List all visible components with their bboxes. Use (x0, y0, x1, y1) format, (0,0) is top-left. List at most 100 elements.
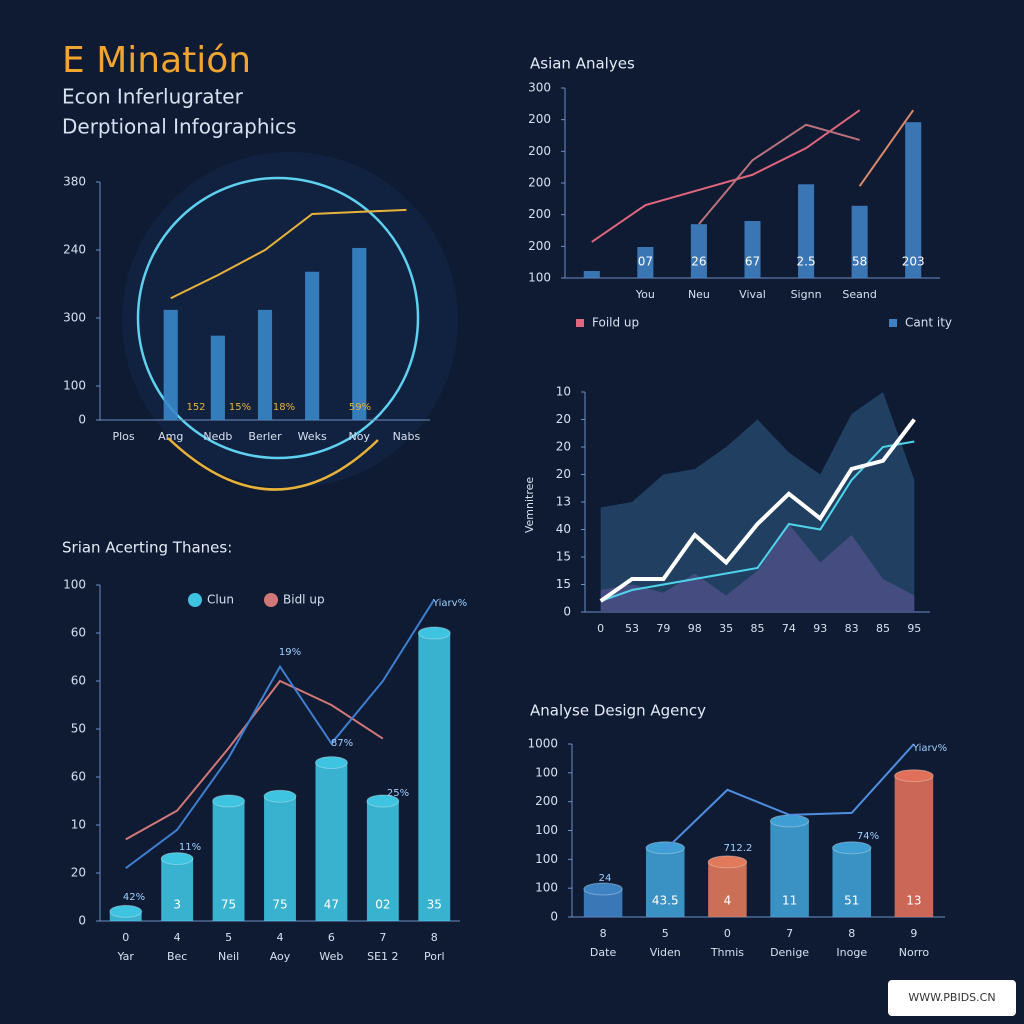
x-tick-label: Plos (112, 430, 134, 443)
bar-label: 203 (902, 255, 925, 269)
main-title: E Minatión (62, 40, 251, 81)
bar-label: 75 (221, 898, 236, 912)
annotation: 87% (331, 738, 353, 749)
x-tick-label: Nedb (203, 430, 232, 443)
y-tick-label: 200 (535, 794, 558, 808)
line (125, 598, 436, 870)
y-tick-label: 100 (63, 578, 86, 592)
bar (905, 122, 922, 278)
y-tick-label: 40 (556, 522, 571, 536)
y-tick-label: 50 (71, 722, 86, 736)
chart-title: Srian Acerting Thanes: (62, 539, 232, 557)
bar (305, 271, 320, 420)
y-tick-label: 300 (528, 81, 551, 95)
bar (212, 801, 245, 921)
bar (744, 221, 761, 278)
bar (418, 633, 451, 921)
y-tick-label: 60 (71, 770, 86, 784)
annotation: 25% (387, 788, 409, 799)
bar-label: 11 (782, 894, 797, 908)
annotation: 19% (279, 647, 301, 658)
y-tick-label: 60 (71, 626, 86, 640)
line (858, 109, 915, 187)
x-name: Viden (650, 946, 681, 959)
bar-cap (160, 852, 194, 866)
x-name: Inoge (836, 946, 867, 959)
bar-cap (212, 794, 246, 808)
x-name: SE1 2 (367, 950, 398, 963)
x-tick-label: Noy (349, 430, 371, 443)
annotation: Yiarv% (432, 598, 467, 609)
bar-label: 75 (272, 898, 287, 912)
bar-label: 07 (638, 255, 653, 269)
y-tick-label: 0 (563, 605, 571, 619)
line (664, 743, 915, 851)
annotation: 59% (349, 402, 371, 413)
y-tick-label: 100 (535, 823, 558, 837)
bar (352, 247, 367, 420)
x-tick-label: Signn (791, 288, 822, 301)
x-name: Bec (167, 950, 187, 963)
line (599, 418, 916, 603)
line (591, 109, 861, 243)
x-tick-label: Weks (298, 430, 327, 443)
bar (257, 309, 273, 420)
y-tick-label: 200 (528, 239, 551, 253)
bar (210, 335, 225, 420)
y-tick-label: 200 (528, 207, 551, 221)
x-name: Thmis (710, 946, 744, 959)
y-tick-label: 100 (535, 765, 558, 779)
arc (167, 437, 379, 491)
x-name: Norro (899, 946, 930, 959)
x-tick-label: 0 (597, 622, 604, 635)
bar (637, 246, 654, 278)
bar-label: 26 (691, 255, 706, 269)
bar-cap (109, 904, 143, 918)
x-tick-label: 95 (907, 622, 921, 635)
y-tick-label: 20 (556, 440, 571, 454)
bar-label: 13 (906, 894, 921, 908)
y-tick-label: 0 (78, 914, 86, 928)
bar (161, 858, 194, 921)
y-axis-label: Vemnitree (523, 477, 536, 534)
halo (122, 152, 458, 488)
x-tick-label: You (635, 288, 655, 301)
x-tick-label: 6 (328, 931, 335, 944)
x-name: Neil (218, 950, 239, 963)
x-tick-label: 35 (719, 622, 733, 635)
subtitle: Derptional Infographics (62, 115, 296, 139)
legend-swatch (889, 319, 897, 327)
bar (708, 861, 747, 917)
x-tick-label: Berler (248, 430, 282, 443)
x-name: Aoy (270, 950, 291, 963)
bar-cap (583, 882, 623, 896)
bar (645, 847, 685, 917)
annotation: 712.2 (724, 843, 753, 854)
legend-swatch (188, 593, 202, 607)
bar (690, 224, 707, 278)
annotation: Yiarv% (912, 743, 947, 754)
x-name: Denige (770, 946, 809, 959)
line (698, 123, 860, 225)
bar-label: 47 (324, 898, 339, 912)
x-tick-label: 4 (277, 931, 284, 944)
annotation: 74% (857, 831, 879, 842)
x-tick-label: Nabs (393, 430, 421, 443)
y-tick-label: 200 (528, 176, 551, 190)
bar-cap (894, 769, 934, 783)
y-tick-label: 20 (556, 412, 571, 426)
legend-label: Foild up (592, 316, 639, 330)
bar-label: 58 (852, 255, 867, 269)
bar (366, 801, 399, 921)
x-tick-label: Amg (158, 430, 183, 443)
bar-label: 2.5 (797, 255, 816, 269)
bar (851, 205, 868, 278)
x-tick-label: 7 (786, 927, 793, 940)
y-tick-label: 10 (556, 385, 571, 399)
area (600, 524, 915, 612)
x-tick-label: 0 (724, 927, 731, 940)
bar-cap (707, 855, 748, 869)
bar-cap (417, 626, 451, 640)
bar (798, 184, 815, 278)
